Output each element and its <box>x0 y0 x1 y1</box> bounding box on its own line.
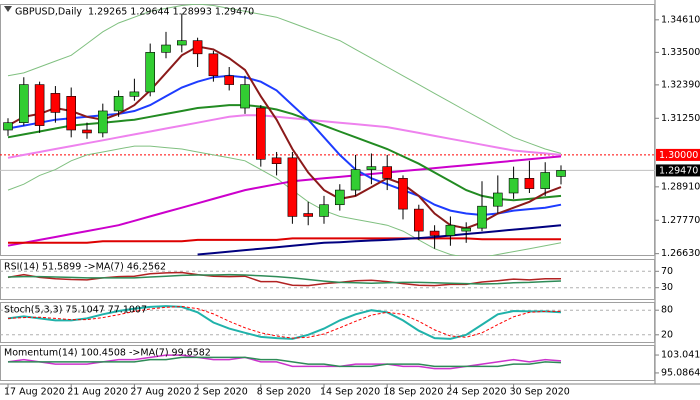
indicator-line <box>8 237 561 244</box>
x-tick-label: 17 Aug 2020 <box>4 387 65 398</box>
candle-body <box>334 189 345 206</box>
candle-body <box>445 224 456 236</box>
y-tick-label: 95.0864 <box>661 367 700 378</box>
candle-body <box>287 157 298 217</box>
panel-frame <box>0 259 655 300</box>
candle-body <box>319 204 329 217</box>
symbol-icon <box>4 6 12 12</box>
indicator-line <box>7 4 562 154</box>
y-tick-label: 30 <box>661 282 673 293</box>
indicator-line <box>7 305 561 339</box>
y-tick-label: 1.34610 <box>661 14 700 25</box>
candle-body <box>50 93 61 113</box>
candle-body <box>303 213 314 217</box>
panel <box>0 4 655 256</box>
candle-body <box>540 172 551 189</box>
y-tick-label: 1.28910 <box>661 181 700 192</box>
x-tick-label: 2 Sep 2020 <box>194 387 248 398</box>
candle-body <box>98 110 108 134</box>
panel-frame <box>0 345 655 381</box>
y-tick-label: 80 <box>661 305 673 316</box>
candle-body <box>129 91 140 97</box>
candle-body <box>113 96 124 112</box>
candle-body <box>461 227 472 232</box>
candle-body <box>255 107 266 160</box>
level-label: 1.29470 <box>659 165 698 176</box>
y-tick-label: 1.33500 <box>661 47 700 58</box>
candle-body <box>350 169 361 191</box>
panel-frame <box>0 4 655 256</box>
candle-body <box>271 157 282 164</box>
x-tick-label: 24 Sep 2020 <box>446 387 506 398</box>
level-label-box <box>656 148 700 161</box>
x-tick-label: 21 Aug 2020 <box>67 387 128 398</box>
candle-body <box>82 129 92 134</box>
candle-body <box>413 208 424 232</box>
candle-body <box>208 53 219 77</box>
y-tick-label: 1.27770 <box>661 215 700 226</box>
x-tick-label: 8 Sep 2020 <box>257 387 311 398</box>
candle-body <box>556 170 566 177</box>
candle-body <box>240 84 250 109</box>
candle-body <box>177 40 187 46</box>
panel <box>0 305 655 340</box>
candle-body <box>224 75 234 85</box>
candle-body <box>429 230 440 236</box>
candle-body <box>398 178 408 210</box>
y-tick-label: 20 <box>661 329 673 340</box>
candle-body <box>161 44 171 53</box>
y-tick-label: 1.26630 <box>661 248 700 259</box>
indicator-line <box>7 145 562 256</box>
candle-body <box>192 40 203 55</box>
candle-body <box>382 166 393 179</box>
indicator-line <box>7 114 562 159</box>
candle-body <box>3 122 13 131</box>
candle-body <box>524 178 535 189</box>
level-label: 1.30000 <box>659 150 698 161</box>
panel-title: Stoch(5,3,3) 75.1047 77.1007 <box>4 305 147 316</box>
indicator-line <box>197 224 562 256</box>
candle-body <box>508 178 519 194</box>
candle-body <box>366 166 377 170</box>
panel-title: GBPUSD,Daily 1.29265 1.29644 1.28993 1.2… <box>15 7 254 18</box>
panel <box>7 354 562 370</box>
level-label-box <box>656 164 700 177</box>
y-tick-label: 1.32390 <box>661 79 700 90</box>
candle-body <box>66 96 76 131</box>
x-tick-label: 30 Sep 2020 <box>510 387 570 398</box>
x-tick-label: 14 Sep 2020 <box>320 387 380 398</box>
candle-body <box>145 52 155 93</box>
y-tick-label: 70 <box>661 266 673 277</box>
x-tick-label: 27 Aug 2020 <box>130 387 191 398</box>
y-tick-label: 1.31250 <box>661 113 700 124</box>
panel <box>0 270 655 289</box>
indicator-line <box>8 356 562 368</box>
candle-body <box>492 192 503 207</box>
panel-title: RSI(14) 51.5899 ->MA(7) 46.2562 <box>4 262 166 273</box>
panel-frame <box>0 302 655 343</box>
indicator-line <box>7 305 562 340</box>
candle-body <box>34 84 45 126</box>
indicator-line <box>7 273 562 285</box>
panel-title: Momentum(14) 100.4508 ->MA(7) 99.6582 <box>4 348 211 359</box>
y-tick-label: 103.0417 <box>661 350 700 361</box>
indicator-line <box>7 155 562 247</box>
x-tick-label: 18 Sep 2020 <box>383 387 443 398</box>
candle-body <box>477 205 487 229</box>
candle-body <box>18 84 29 123</box>
